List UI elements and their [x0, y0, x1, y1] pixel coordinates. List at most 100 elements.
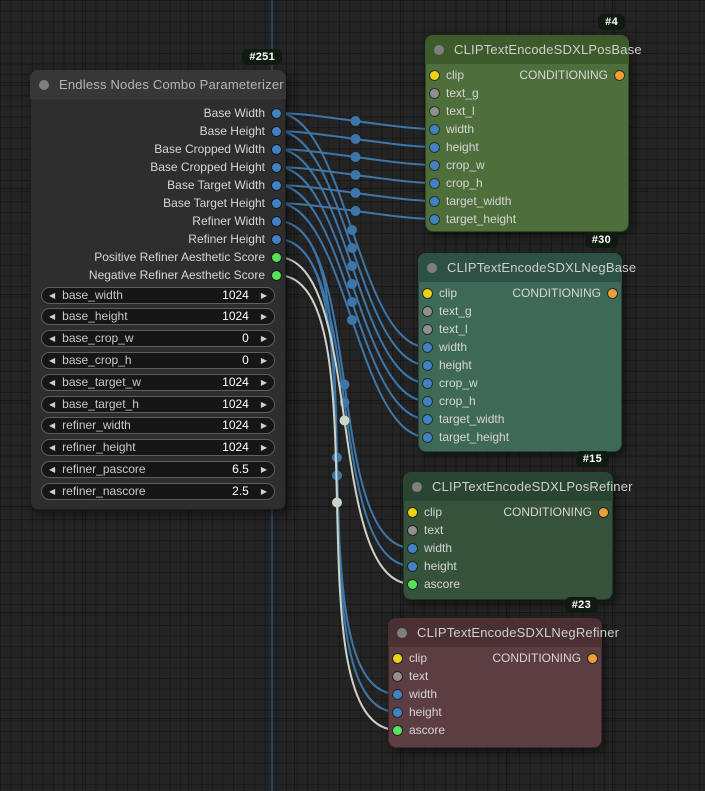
input-slot-dot-height[interactable] — [408, 561, 417, 571]
increment-arrow-icon[interactable]: ▶ — [260, 355, 267, 365]
input-slot-dot-target_width[interactable] — [423, 414, 432, 424]
widget-value[interactable]: 1024 — [222, 396, 249, 411]
widget-value[interactable]: 1024 — [222, 287, 249, 302]
node-title-text: Endless Nodes Combo Parameterizer — [59, 77, 284, 92]
widget-refiner_width[interactable]: ◀ refiner_width 1024 ▶ — [41, 417, 275, 435]
output-slot-dot-CONDITIONING[interactable] — [599, 507, 608, 517]
output-slot-dot-Base Height[interactable] — [272, 126, 281, 136]
widget-base_height[interactable]: ◀ base_height 1024 ▶ — [41, 308, 275, 326]
increment-arrow-icon[interactable]: ▶ — [260, 443, 267, 453]
output-slot-dot-Base Target Width[interactable] — [272, 180, 281, 190]
input-slot-dot-target_height[interactable] — [430, 214, 439, 224]
increment-arrow-icon[interactable]: ▶ — [260, 290, 267, 300]
node-4[interactable]: CLIPTextEncodeSDXLPosBase #4 clip text_g tex… — [425, 14, 642, 232]
decrement-arrow-icon[interactable]: ◀ — [49, 290, 56, 300]
input-slot-dot-width[interactable] — [430, 124, 439, 134]
output-slot-dot-Negative Refiner Aesthetic Score[interactable] — [272, 270, 281, 280]
output-slot-dot-Base Width[interactable] — [272, 108, 281, 118]
widget-value[interactable]: 1024 — [222, 374, 249, 389]
node-30[interactable]: CLIPTextEncodeSDXLNegBase #30 clip text_g te… — [418, 232, 636, 452]
input-slot-dot-clip[interactable] — [408, 507, 417, 517]
output-slot-dot-Positive Refiner Aesthetic Score[interactable] — [272, 252, 281, 262]
widget-value[interactable]: 0 — [242, 352, 249, 367]
input-slot-dot-text_l[interactable] — [423, 324, 432, 334]
node-header[interactable]: CLIPTextEncodeSDXLPosBase — [425, 35, 642, 64]
decrement-arrow-icon[interactable]: ◀ — [49, 355, 56, 365]
decrement-arrow-icon[interactable]: ◀ — [49, 399, 56, 409]
increment-arrow-icon[interactable]: ▶ — [260, 334, 267, 344]
widget-value[interactable]: 0 — [242, 331, 249, 346]
input-slot-label: text — [424, 522, 444, 537]
input-slot-dot-text[interactable] — [408, 525, 417, 535]
node-header[interactable]: CLIPTextEncodeSDXLNegRefiner — [388, 618, 619, 647]
widget-base_crop_w[interactable]: ◀ base_crop_w 0 ▶ — [41, 330, 275, 348]
input-slot-dot-crop_h[interactable] — [430, 178, 439, 188]
increment-arrow-icon[interactable]: ▶ — [260, 399, 267, 409]
collapse-dot-icon[interactable] — [39, 79, 49, 90]
decrement-arrow-icon[interactable]: ◀ — [49, 312, 56, 322]
decrement-arrow-icon[interactable]: ◀ — [49, 421, 56, 431]
node-23[interactable]: CLIPTextEncodeSDXLNegRefiner #23 clip text w… — [388, 597, 619, 748]
widget-value[interactable]: 1024 — [222, 418, 249, 433]
widget-value[interactable]: 1024 — [222, 309, 249, 324]
node-header[interactable]: CLIPTextEncodeSDXLNegBase — [418, 253, 636, 282]
output-slot-dot-Base Cropped Height[interactable] — [272, 162, 281, 172]
output-slot-dot-CONDITIONING[interactable] — [588, 653, 597, 663]
collapse-dot-icon[interactable] — [427, 262, 437, 273]
widget-value[interactable]: 1024 — [222, 440, 249, 455]
node-header[interactable]: CLIPTextEncodeSDXLPosRefiner — [403, 472, 633, 501]
decrement-arrow-icon[interactable]: ◀ — [49, 486, 56, 496]
output-slot-dot-Refiner Width[interactable] — [272, 216, 281, 226]
input-slot-dot-width[interactable] — [423, 342, 432, 352]
input-slot-dot-height[interactable] — [423, 360, 432, 370]
input-slot-dot-crop_w[interactable] — [430, 160, 439, 170]
input-slot-dot-text[interactable] — [393, 671, 402, 681]
output-slot-dot-Base Cropped Width[interactable] — [272, 144, 281, 154]
output-slot-dot-Base Target Height[interactable] — [272, 198, 281, 208]
input-slot-dot-clip[interactable] — [423, 288, 432, 298]
increment-arrow-icon[interactable]: ▶ — [260, 486, 267, 496]
widget-refiner_height[interactable]: ◀ refiner_height 1024 ▶ — [41, 439, 275, 457]
decrement-arrow-icon[interactable]: ◀ — [49, 334, 56, 344]
input-slot-dot-target_width[interactable] — [430, 196, 439, 206]
decrement-arrow-icon[interactable]: ◀ — [49, 443, 56, 453]
decrement-arrow-icon[interactable]: ◀ — [49, 377, 56, 387]
widget-refiner_pascore[interactable]: ◀ refiner_pascore 6.5 ▶ — [41, 460, 275, 478]
input-slot-dot-text_l[interactable] — [430, 106, 439, 116]
widget-value[interactable]: 6.5 — [232, 461, 249, 476]
input-slot-dot-clip[interactable] — [430, 70, 439, 80]
output-slot-dot-Refiner Height[interactable] — [272, 234, 281, 244]
input-slot-dot-text_g[interactable] — [430, 88, 439, 98]
input-slot-dot-crop_h[interactable] — [423, 396, 432, 406]
input-slot-dot-ascore[interactable] — [393, 725, 402, 735]
increment-arrow-icon[interactable]: ▶ — [260, 464, 267, 474]
widget-base_crop_h[interactable]: ◀ base_crop_h 0 ▶ — [41, 351, 275, 369]
node-header[interactable]: Endless Nodes Combo Parameterizer — [30, 70, 286, 99]
increment-arrow-icon[interactable]: ▶ — [260, 312, 267, 322]
widget-refiner_nascore[interactable]: ◀ refiner_nascore 2.5 ▶ — [41, 482, 275, 500]
input-slot-dot-width[interactable] — [393, 689, 402, 699]
widget-value[interactable]: 2.5 — [232, 483, 249, 498]
input-slot-dot-height[interactable] — [430, 142, 439, 152]
output-slot-dot-CONDITIONING[interactable] — [615, 70, 624, 80]
collapse-dot-icon[interactable] — [434, 44, 444, 55]
collapse-dot-icon[interactable] — [412, 481, 422, 492]
input-slot-dot-crop_w[interactable] — [423, 378, 432, 388]
input-slot-dot-text_g[interactable] — [423, 306, 432, 316]
node-251[interactable]: Endless Nodes Combo Parameterizer #251 Bas… — [30, 49, 286, 510]
widget-base_width[interactable]: ◀ base_width 1024 ▶ — [41, 286, 275, 304]
input-slot-dot-clip[interactable] — [393, 653, 402, 663]
decrement-arrow-icon[interactable]: ◀ — [49, 464, 56, 474]
widget-base_target_w[interactable]: ◀ base_target_w 1024 ▶ — [41, 373, 275, 391]
input-slot-dot-target_height[interactable] — [423, 432, 432, 442]
increment-arrow-icon[interactable]: ▶ — [260, 421, 267, 431]
increment-arrow-icon[interactable]: ▶ — [260, 377, 267, 387]
input-slot-dot-ascore[interactable] — [408, 579, 417, 589]
input-slot-dot-height[interactable] — [393, 707, 402, 717]
node-15[interactable]: CLIPTextEncodeSDXLPosRefiner #15 clip text w… — [403, 451, 633, 600]
widget-base_target_h[interactable]: ◀ base_target_h 1024 ▶ — [41, 395, 275, 413]
output-slot-dot-CONDITIONING[interactable] — [608, 288, 617, 298]
input-slot-dot-width[interactable] — [408, 543, 417, 553]
collapse-dot-icon[interactable] — [397, 627, 407, 638]
